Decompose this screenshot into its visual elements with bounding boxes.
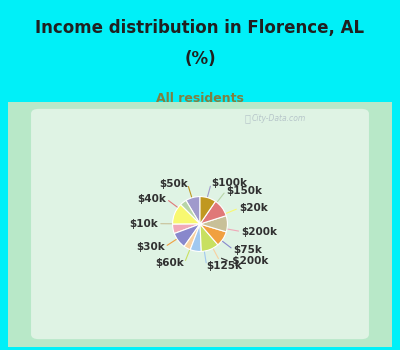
Text: $40k: $40k	[137, 194, 166, 204]
Wedge shape	[180, 201, 200, 224]
Wedge shape	[186, 197, 200, 224]
Wedge shape	[190, 224, 201, 251]
Wedge shape	[200, 224, 218, 251]
Text: $125k: $125k	[207, 261, 243, 271]
FancyBboxPatch shape	[0, 97, 400, 350]
Text: $60k: $60k	[156, 258, 184, 268]
Text: $30k: $30k	[136, 242, 165, 252]
Text: $75k: $75k	[234, 245, 262, 255]
Text: City-Data.com: City-Data.com	[251, 114, 306, 123]
Wedge shape	[200, 224, 226, 245]
Text: (%): (%)	[184, 50, 216, 68]
Text: $50k: $50k	[159, 179, 188, 189]
Wedge shape	[200, 197, 216, 224]
Wedge shape	[174, 224, 200, 246]
Wedge shape	[184, 224, 200, 250]
Text: $10k: $10k	[129, 219, 158, 229]
Wedge shape	[200, 201, 226, 224]
Text: $100k: $100k	[211, 178, 247, 188]
Text: $200k: $200k	[242, 226, 278, 237]
Text: $150k: $150k	[226, 186, 262, 196]
Wedge shape	[172, 205, 200, 224]
Text: > $200k: > $200k	[220, 256, 268, 266]
FancyBboxPatch shape	[31, 109, 369, 339]
Text: $20k: $20k	[239, 203, 268, 213]
Text: Income distribution in Florence, AL: Income distribution in Florence, AL	[36, 19, 364, 37]
Wedge shape	[172, 224, 200, 233]
Wedge shape	[200, 216, 228, 232]
Text: ⓘ: ⓘ	[245, 114, 251, 124]
Text: All residents: All residents	[156, 92, 244, 105]
